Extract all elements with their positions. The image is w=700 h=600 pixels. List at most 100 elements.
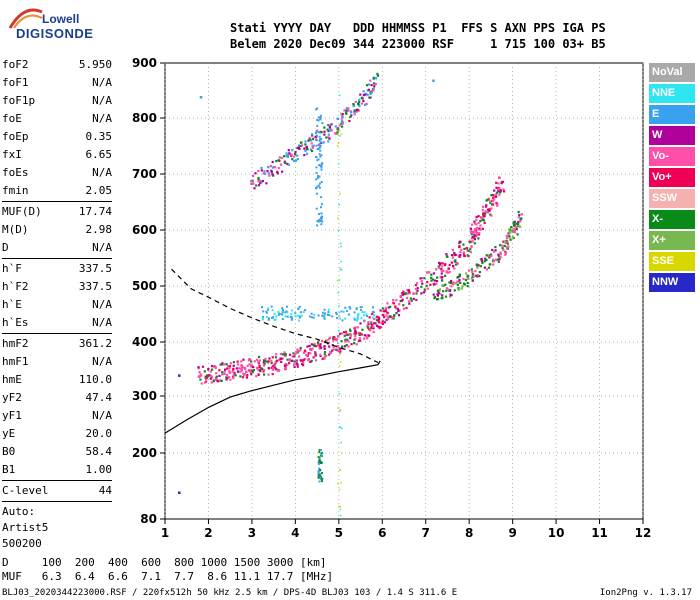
param-value: N/A — [92, 298, 112, 311]
x-tick-label: 2 — [204, 526, 212, 540]
echo-point — [263, 363, 266, 366]
params-group-a: foF2 5.950 foF1 N/A foF1p N/A foE N/A foEp 0.35 fx… — [2, 56, 112, 200]
echo-point — [363, 311, 366, 314]
echo-point — [331, 349, 334, 352]
echo-point — [344, 317, 347, 320]
echo-point — [481, 227, 484, 230]
echo-point — [330, 129, 333, 132]
legend-item: NNE — [649, 84, 695, 103]
echo-point — [443, 264, 446, 267]
param-row: h`E N/A — [2, 296, 112, 314]
echo-point — [358, 101, 361, 104]
echo-point — [259, 181, 262, 185]
echo-point — [366, 324, 369, 327]
echo-point — [299, 141, 303, 144]
echo-point — [366, 94, 369, 97]
echo-point — [305, 354, 308, 357]
echo-point — [307, 139, 310, 142]
echo-point — [475, 263, 479, 266]
autoscaling-info: Auto: Artist5 500200 — [2, 504, 112, 552]
echo-point — [319, 345, 322, 348]
echo-point — [317, 456, 320, 459]
echo-point — [263, 368, 266, 372]
echo-point — [231, 375, 235, 378]
echo-point — [477, 221, 480, 225]
echo-point — [426, 281, 429, 284]
echo-point — [391, 317, 394, 320]
echo-point — [415, 292, 418, 295]
echo-point — [275, 368, 278, 371]
echo-point — [286, 315, 289, 318]
echo-point — [207, 368, 210, 371]
echo-point — [383, 321, 386, 324]
legend-item: SSW — [649, 189, 695, 208]
param-value: N/A — [92, 316, 112, 329]
echo-point — [344, 339, 347, 343]
echo-point — [488, 263, 491, 266]
echo-point — [200, 374, 203, 377]
echo-point — [486, 211, 489, 214]
echo-point — [360, 317, 363, 320]
echo-point — [354, 334, 357, 337]
echo-point — [372, 87, 375, 90]
echo-point — [437, 291, 440, 295]
param-row: yF2 47.4 — [2, 389, 112, 407]
param-row: foF2 5.950 — [2, 56, 112, 74]
echo-point — [492, 258, 495, 261]
echo-point — [430, 276, 433, 279]
param-value: 337.5 — [78, 262, 112, 275]
echo-point — [516, 233, 519, 236]
echo-point — [338, 94, 341, 97]
echo-point — [302, 361, 305, 364]
param-row: h`Es N/A — [2, 314, 112, 332]
echo-point — [337, 482, 339, 485]
echo-point — [221, 373, 224, 376]
echo-point — [485, 254, 488, 257]
param-name: D — [2, 241, 9, 254]
echo-point — [318, 146, 321, 149]
echo-point — [348, 119, 351, 123]
echo-point — [318, 480, 321, 483]
echo-point — [295, 350, 298, 354]
param-name: foF1 — [2, 76, 29, 89]
echo-point — [353, 318, 356, 321]
y-tick-label: 800 — [132, 111, 157, 125]
echo-point — [260, 169, 263, 172]
echo-point — [360, 308, 363, 311]
echo-point — [385, 318, 388, 321]
echo-point — [358, 98, 361, 101]
echo-point — [270, 362, 273, 365]
echo-point — [437, 265, 440, 268]
echo-point — [242, 372, 245, 375]
echo-point — [473, 229, 476, 232]
echo-point — [340, 452, 343, 454]
echo-point — [316, 129, 319, 132]
echo-point — [336, 131, 339, 134]
param-name: foF1p — [2, 94, 36, 107]
echo-point — [259, 368, 262, 371]
echo-point — [340, 113, 342, 116]
param-value: 2.98 — [85, 223, 113, 236]
echo-point — [321, 472, 323, 475]
echo-point — [286, 154, 289, 157]
echo-point — [357, 313, 360, 315]
echo-point — [372, 76, 375, 79]
echo-point — [388, 315, 391, 318]
echo-point — [323, 351, 327, 354]
echo-point — [272, 316, 274, 319]
echo-point — [320, 138, 323, 141]
echo-point — [474, 270, 477, 273]
echo-point — [268, 174, 271, 177]
echo-point — [440, 272, 443, 275]
echo-point — [445, 287, 448, 290]
echo-point — [299, 359, 302, 362]
echo-point — [258, 184, 261, 187]
echo-point — [320, 461, 323, 464]
legend-item: Vo- — [649, 147, 695, 166]
echo-point — [286, 162, 289, 165]
echo-point — [300, 314, 303, 317]
echo-point — [275, 160, 278, 163]
echo-point — [232, 368, 235, 371]
echo-point — [248, 363, 251, 366]
echo-point — [344, 330, 348, 333]
